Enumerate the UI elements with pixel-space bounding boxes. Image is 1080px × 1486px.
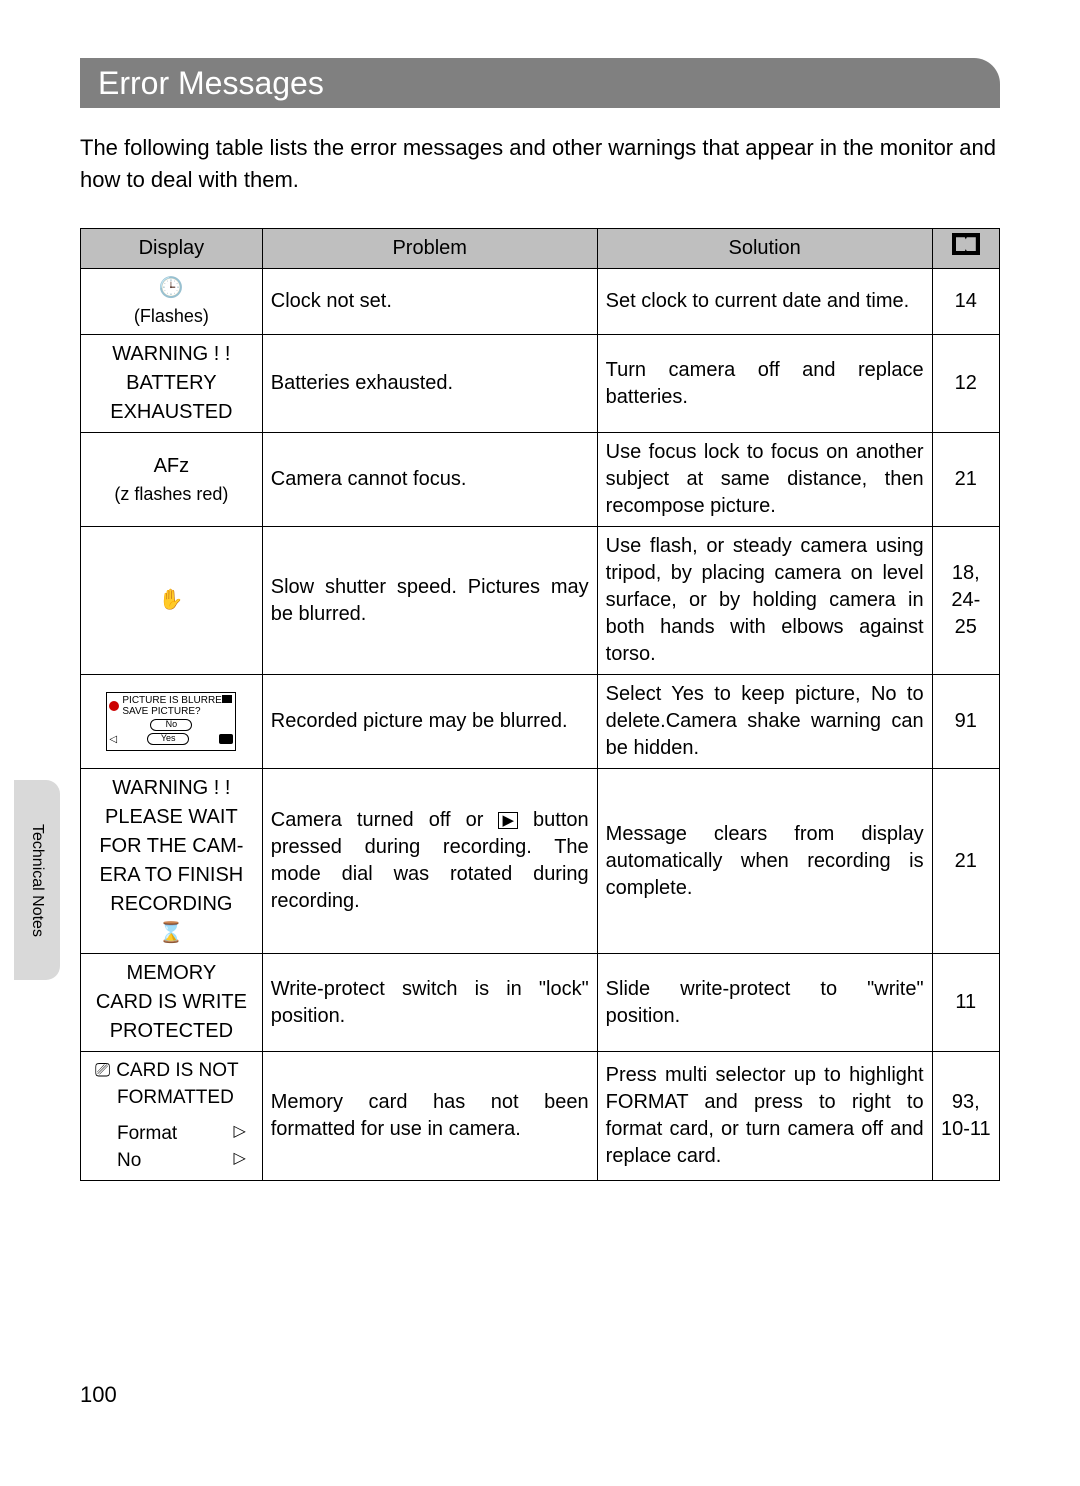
problem-cell: Batteries exhausted. — [262, 335, 597, 433]
table-row: PICTURE IS BLURRED. SAVE PICTURE? No ◁ Y… — [81, 675, 1000, 769]
shake-icon: ✋ — [159, 589, 184, 611]
col-solution: Solution — [597, 228, 932, 268]
problem-cell: Recorded picture may be blurred. — [262, 675, 597, 769]
solution-cell: Press multi selector up to highlight FOR… — [597, 1052, 932, 1181]
no-option: No — [117, 1148, 141, 1175]
page-ref-cell: 11 — [932, 954, 999, 1052]
display-cell: PICTURE IS BLURRED. SAVE PICTURE? No ◁ Y… — [81, 675, 263, 769]
problem-text-pre: Camera turned off or — [271, 809, 499, 831]
display-line: AFz — [154, 453, 190, 480]
problem-cell: Write-protect switch is in "lock" positi… — [262, 954, 597, 1052]
left-arrow-icon: ◁ — [109, 734, 117, 745]
solution-cell: Slide write-protect to "write" position. — [597, 954, 932, 1052]
intro-text: The following table lists the error mess… — [80, 132, 1000, 196]
battery-icon — [222, 695, 232, 703]
problem-cell: Slow shutter speed. Pictures may be blur… — [262, 527, 597, 675]
problem-cell: Memory card has not been formatted for u… — [262, 1052, 597, 1181]
display-cell: WARNING ! ! BATTERY EXHAUSTED — [81, 335, 263, 433]
display-line: BATTERY — [126, 370, 216, 397]
page-ref-cell: 21 — [932, 433, 999, 527]
page-content: Error Messages The following table lists… — [80, 58, 1000, 1181]
solution-cell: Use focus lock to focus on another subje… — [597, 433, 932, 527]
solution-cell: Turn camera off and replace batteries. — [597, 335, 932, 433]
display-line: RECORDING — [110, 891, 232, 918]
problem-cell: Camera cannot focus. — [262, 433, 597, 527]
solution-cell: Set clock to current date and time. — [597, 268, 932, 334]
table-row: WARNING ! ! BATTERY EXHAUSTED Batteries … — [81, 335, 1000, 433]
page-ref-cell: 91 — [932, 675, 999, 769]
dialog-no-button: No — [150, 719, 192, 731]
problem-cell: Clock not set. — [262, 268, 597, 334]
table-row: 🕒 (Flashes) Clock not set. Set clock to … — [81, 268, 1000, 334]
display-line: MEMORY — [127, 960, 217, 987]
display-line: WARNING ! ! — [112, 341, 230, 368]
display-line: CARD IS NOT — [116, 1058, 238, 1085]
display-line: EXHAUSTED — [110, 399, 232, 426]
book-icon — [952, 233, 980, 255]
table-row: WARNING ! ! PLEASE WAIT FOR THE CAM- ERA… — [81, 769, 1000, 954]
display-line: PLEASE WAIT — [105, 804, 238, 831]
col-page-ref-icon — [932, 228, 999, 268]
table-row: AFz (z flashes red) Camera cannot focus.… — [81, 433, 1000, 527]
solution-cell: Select Yes to keep picture, No to delete… — [597, 675, 932, 769]
page-ref-cell: 18, 24-25 — [932, 527, 999, 675]
play-icon: ▶ — [498, 812, 518, 829]
solution-cell: Message clears from display automaticall… — [597, 769, 932, 954]
page-ref-cell: 21 — [932, 769, 999, 954]
side-tab-label: Technical Notes — [28, 824, 46, 937]
table-row: ⎚ CARD IS NOT FORMATTED Format ▷ No ▷ — [81, 1052, 1000, 1181]
dialog-yes-button: Yes — [147, 733, 189, 745]
col-display: Display — [81, 228, 263, 268]
solution-cell: Use flash, or steady camera using tripod… — [597, 527, 932, 675]
display-cell: ✋ — [81, 527, 263, 675]
side-tab-technical-notes: Technical Notes — [14, 780, 60, 980]
card-icon: ⎚ — [95, 1058, 110, 1085]
table-header-row: Display Problem Solution — [81, 228, 1000, 268]
table-row: MEMORY CARD IS WRITE PROTECTED Write-pro… — [81, 954, 1000, 1052]
display-line: ERA TO FINISH — [100, 862, 244, 889]
clock-icon: 🕒 — [159, 275, 184, 302]
col-problem: Problem — [262, 228, 597, 268]
display-cell: ⎚ CARD IS NOT FORMATTED Format ▷ No ▷ — [81, 1052, 263, 1181]
display-cell: WARNING ! ! PLEASE WAIT FOR THE CAM- ERA… — [81, 769, 263, 954]
display-cell: AFz (z flashes red) — [81, 433, 263, 527]
display-line: WARNING ! ! — [112, 775, 230, 802]
page-ref-cell: 12 — [932, 335, 999, 433]
display-line: FORMATTED — [95, 1085, 254, 1112]
format-option: Format — [117, 1121, 177, 1148]
page-ref-cell: 93, 10-11 — [932, 1052, 999, 1181]
blur-dialog-graphic: PICTURE IS BLURRED. SAVE PICTURE? No ◁ Y… — [106, 692, 236, 751]
page-ref-cell: 14 — [932, 268, 999, 334]
section-title: Error Messages — [98, 65, 324, 102]
right-arrow-icon: ▷ — [233, 1121, 245, 1148]
display-line: (z flashes red) — [114, 482, 228, 506]
right-arrow-icon: ▷ — [233, 1148, 245, 1175]
display-cell: 🕒 (Flashes) — [81, 268, 263, 334]
ok-icon — [219, 734, 233, 744]
display-line: FOR THE CAM- — [99, 833, 243, 860]
display-line: PROTECTED — [110, 1018, 233, 1045]
dialog-title: PICTURE IS BLURRED. SAVE PICTURE? — [122, 695, 231, 717]
display-subtext: (Flashes) — [134, 304, 209, 328]
table-row: ✋ Slow shutter speed. Pictures may be bl… — [81, 527, 1000, 675]
hourglass-icon: ⌛ — [159, 920, 184, 947]
warning-dot-icon — [109, 701, 119, 711]
problem-cell: Camera turned off or ▶ button pressed du… — [262, 769, 597, 954]
error-table: Display Problem Solution 🕒 (Flashes) Clo… — [80, 228, 1000, 1182]
page-number: 100 — [80, 1382, 117, 1408]
display-cell: MEMORY CARD IS WRITE PROTECTED — [81, 954, 263, 1052]
display-line: CARD IS WRITE — [96, 989, 247, 1016]
section-header: Error Messages — [80, 58, 1000, 108]
